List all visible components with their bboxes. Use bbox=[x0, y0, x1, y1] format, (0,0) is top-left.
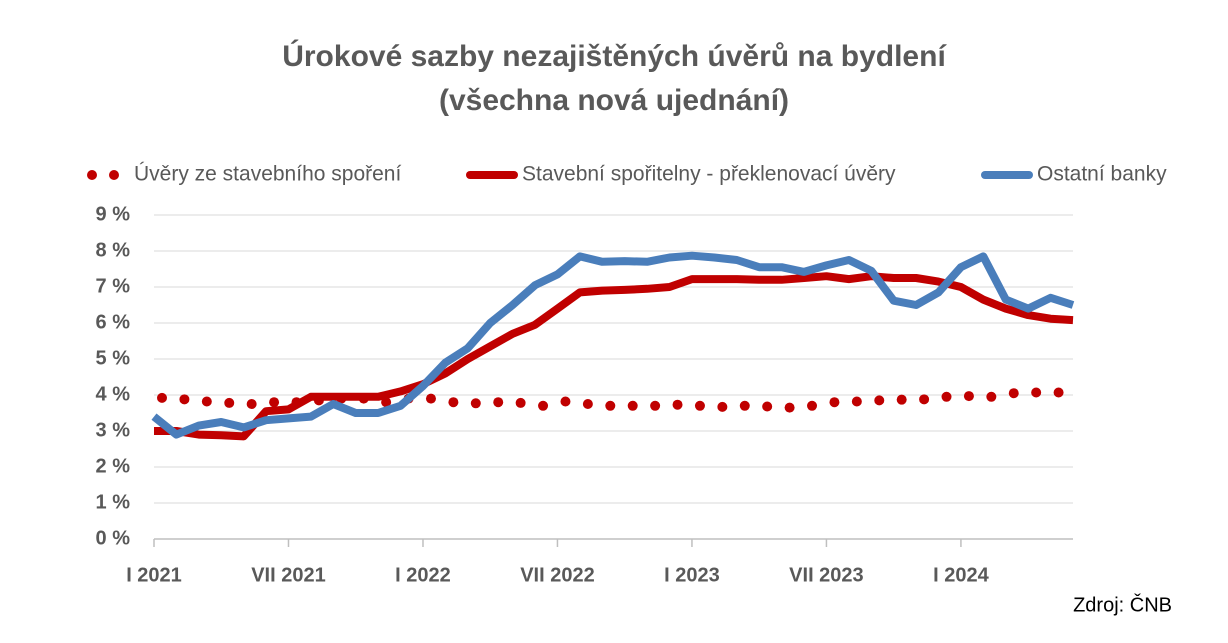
source: Zdroj: ČNB bbox=[1073, 593, 1172, 616]
data-point bbox=[650, 400, 661, 411]
data-point bbox=[605, 400, 616, 411]
data-point bbox=[246, 399, 257, 409]
data-point bbox=[829, 397, 840, 408]
chart-subtitle: (všechna nová ujednání) bbox=[439, 84, 789, 117]
data-point bbox=[896, 394, 907, 405]
data-point bbox=[515, 397, 526, 408]
legend-label: Úvěry ze stavebního spoření bbox=[134, 163, 401, 186]
y-tick-label: 8 % bbox=[96, 239, 131, 261]
x-tick-label: I 2023 bbox=[664, 564, 720, 586]
data-line bbox=[151, 251, 1075, 439]
data-point bbox=[470, 398, 481, 409]
data-point bbox=[381, 397, 392, 408]
x-tick-label: VII 2022 bbox=[520, 564, 595, 586]
data-point bbox=[269, 397, 280, 408]
data-point bbox=[941, 391, 952, 402]
legend-symbol bbox=[87, 170, 97, 180]
y-tick-label: 6 % bbox=[96, 311, 131, 333]
data-point bbox=[1053, 387, 1064, 398]
data-point bbox=[694, 400, 705, 411]
legend-symbol bbox=[109, 170, 119, 180]
data-point bbox=[807, 400, 818, 411]
data-point bbox=[425, 393, 436, 404]
data-line bbox=[154, 272, 1074, 441]
y-tick-label: 0 % bbox=[96, 527, 131, 549]
y-tick-label: 9 % bbox=[96, 203, 131, 225]
y-tick-label: 7 % bbox=[96, 275, 131, 297]
data-point bbox=[627, 400, 638, 411]
x-tick-label: VII 2021 bbox=[251, 564, 326, 586]
data-point bbox=[582, 399, 593, 409]
data-point bbox=[717, 401, 728, 412]
data-point bbox=[986, 391, 997, 402]
data-point bbox=[919, 394, 930, 405]
data-point bbox=[874, 395, 885, 406]
x-tick-label: I 2022 bbox=[395, 564, 451, 586]
data-point bbox=[1031, 387, 1042, 398]
data-point bbox=[493, 397, 504, 408]
x-tick-label: I 2021 bbox=[126, 564, 182, 586]
data-point bbox=[448, 397, 459, 408]
y-tick-label: 3 % bbox=[96, 419, 131, 441]
data-point bbox=[1008, 388, 1019, 399]
x-tick-label: I 2024 bbox=[933, 564, 989, 586]
legend-label: Ostatní banky bbox=[1037, 163, 1167, 186]
data-point bbox=[739, 400, 750, 411]
y-tick-label: 2 % bbox=[96, 455, 131, 477]
data-point bbox=[179, 394, 190, 405]
data-point bbox=[851, 396, 862, 407]
y-tick-label: 1 % bbox=[96, 491, 131, 513]
chart-title: Úrokové sazby nezajištěných úvěrů na byd… bbox=[282, 39, 947, 73]
data-point bbox=[201, 396, 212, 407]
data-point bbox=[157, 392, 167, 403]
y-tick-label: 5 % bbox=[96, 347, 131, 369]
data-point bbox=[224, 397, 235, 408]
legend-label: Stavební spořitelny - překlenovací úvěry bbox=[522, 163, 896, 186]
data-point bbox=[560, 396, 571, 407]
data-point bbox=[672, 399, 683, 410]
data-point bbox=[762, 401, 773, 412]
data-point bbox=[963, 391, 974, 402]
y-tick-label: 4 % bbox=[96, 383, 131, 405]
data-point bbox=[538, 400, 549, 411]
data-point bbox=[784, 402, 795, 413]
x-tick-label: VII 2023 bbox=[789, 564, 864, 586]
